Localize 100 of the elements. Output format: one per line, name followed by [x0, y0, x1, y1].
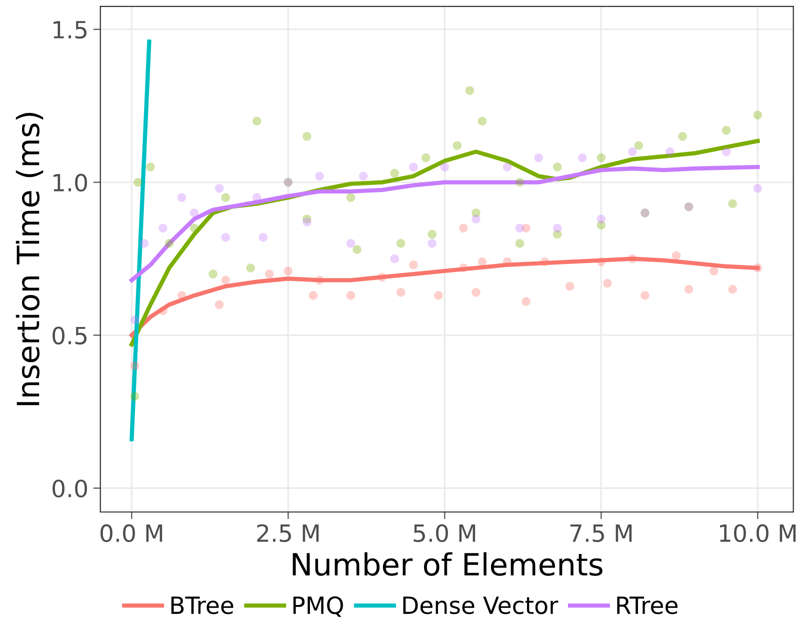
- point: [390, 254, 399, 264]
- point: [246, 264, 256, 272]
- point: [396, 239, 406, 248]
- x-tick-label: 2.5 M: [257, 524, 319, 542]
- legend-label: RTree: [617, 596, 678, 614]
- point: [596, 153, 606, 162]
- point: [515, 239, 524, 248]
- point: [177, 193, 186, 202]
- point: [428, 230, 437, 239]
- point: [672, 251, 681, 260]
- point: [214, 184, 224, 193]
- legend-label: Dense Vector: [403, 596, 558, 614]
- point: [684, 284, 694, 294]
- point: [753, 264, 762, 272]
- point: [628, 147, 637, 156]
- point: [140, 239, 149, 248]
- point: [221, 232, 230, 242]
- point: [396, 288, 406, 297]
- point: [522, 297, 530, 306]
- point: [640, 291, 650, 300]
- point: [190, 208, 199, 218]
- point: [130, 361, 140, 370]
- point: [753, 110, 762, 120]
- point: [190, 224, 199, 233]
- point: [358, 172, 368, 181]
- point: [221, 193, 230, 202]
- point: [315, 172, 324, 181]
- x-axis-title: Number of Elements: [292, 552, 602, 576]
- point: [596, 214, 606, 224]
- point: [434, 291, 443, 300]
- point: [666, 147, 674, 156]
- point: [552, 224, 562, 233]
- point: [284, 266, 293, 276]
- point: [164, 239, 174, 248]
- point: [472, 214, 480, 224]
- point: [628, 254, 637, 264]
- point: [728, 284, 738, 294]
- point: [565, 282, 574, 291]
- x-tick-label: 10.0 M: [720, 524, 796, 542]
- point: [308, 291, 318, 300]
- point: [208, 270, 218, 278]
- point: [502, 162, 512, 172]
- point: [408, 162, 418, 172]
- point: [390, 168, 399, 178]
- point: [221, 276, 230, 285]
- point: [465, 86, 474, 95]
- point: [302, 218, 312, 226]
- point: [346, 291, 356, 300]
- point: [596, 257, 606, 266]
- y-tick-label: 1.0: [54, 174, 87, 192]
- point: [472, 288, 480, 297]
- point: [214, 300, 224, 310]
- point: [478, 257, 487, 266]
- point: [578, 153, 587, 162]
- point: [158, 306, 168, 316]
- point: [158, 224, 168, 233]
- point: [265, 270, 274, 278]
- point: [428, 239, 437, 248]
- point: [678, 132, 687, 141]
- point: [346, 239, 356, 248]
- point: [515, 178, 524, 187]
- legend-label: PMQ: [293, 596, 343, 617]
- line-series: [130, 164, 760, 282]
- point: [408, 260, 418, 270]
- point: [515, 224, 524, 233]
- point: [722, 126, 731, 135]
- point: [146, 162, 155, 172]
- point: [177, 291, 186, 300]
- y-tick-label: 0.0: [52, 480, 87, 498]
- x-tick-label: 0.0 M: [100, 524, 162, 542]
- point: [440, 162, 450, 172]
- point: [258, 232, 268, 242]
- point: [130, 392, 140, 401]
- point: [378, 272, 386, 282]
- point: [134, 178, 142, 187]
- x-tick-label: 5.0 M: [414, 524, 476, 542]
- point: [346, 193, 356, 202]
- point: [130, 316, 140, 324]
- point: [728, 199, 738, 208]
- point: [459, 224, 468, 233]
- y-tick-label: 0.5: [52, 326, 87, 345]
- point: [252, 116, 262, 126]
- point: [452, 141, 462, 150]
- point: [540, 257, 550, 266]
- point: [422, 153, 430, 162]
- point: [552, 162, 562, 172]
- point: [709, 266, 718, 276]
- legend-label: BTree: [171, 596, 234, 614]
- y-tick-label: 1.5: [54, 21, 87, 39]
- point: [315, 276, 324, 285]
- point: [753, 184, 762, 193]
- point: [352, 245, 362, 254]
- point: [478, 116, 487, 126]
- point: [603, 278, 612, 288]
- y-axis-title: Insertion Time (ms): [16, 112, 44, 406]
- point: [534, 153, 543, 162]
- point: [459, 264, 468, 272]
- point: [722, 147, 731, 156]
- point: [634, 141, 644, 150]
- x-tick-label: 7.5 M: [570, 524, 632, 542]
